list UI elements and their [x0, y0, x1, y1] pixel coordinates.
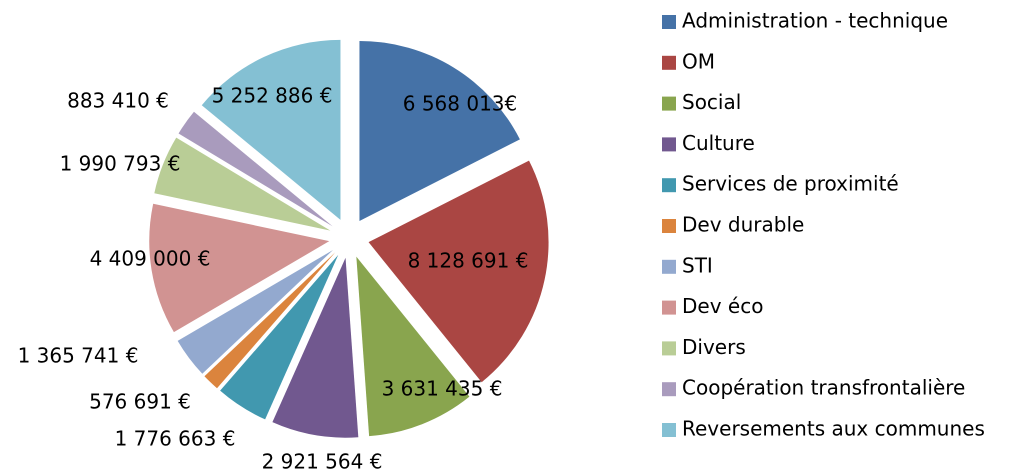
legend-label: Social [682, 90, 741, 114]
data-label: 1 365 741 € [18, 344, 139, 368]
data-label: 576 691 € [89, 390, 191, 414]
data-label: 1 776 663 € [115, 427, 236, 451]
legend-label: STI [682, 253, 713, 277]
legend-swatch [662, 55, 676, 70]
legend-swatch [662, 382, 676, 397]
legend-swatch [662, 423, 676, 437]
pie-slice [149, 203, 330, 333]
data-label: 2 921 564 € [262, 450, 383, 473]
pie-slice [177, 250, 334, 374]
data-label: 6 568 013€ [403, 92, 518, 116]
pie-slice [201, 39, 341, 220]
pie-slice [220, 254, 339, 420]
data-label: 883 410 € [67, 89, 169, 113]
pie-slice [154, 137, 331, 231]
data-label: 4 409 000 € [90, 247, 211, 271]
pie-slice [178, 111, 333, 227]
data-label: 3 631 435 € [382, 377, 503, 401]
pie-slice [272, 257, 359, 438]
legend-label: OM [682, 49, 715, 73]
legend-swatch [662, 300, 676, 315]
data-label: 1 990 793 € [60, 152, 181, 176]
legend-swatch [662, 341, 676, 356]
legend-label: Reversements aux communes [682, 417, 985, 441]
legend-label: Divers [682, 335, 746, 359]
legend-label: Culture [682, 131, 755, 155]
legend-swatch [662, 96, 676, 111]
legend-swatch [662, 137, 676, 152]
legend-label: Dev éco [682, 294, 763, 318]
pie-slice [368, 160, 549, 383]
pie-slice [359, 40, 520, 221]
data-label: 5 252 886 € [212, 84, 333, 108]
pie-slice [356, 256, 470, 437]
legend-label: Dev durable [682, 213, 804, 237]
legend-label: Coopération transfrontalière [682, 376, 965, 400]
legend-swatch [662, 219, 676, 233]
legend-swatch [662, 259, 676, 274]
data-label: 8 128 691 € [408, 249, 529, 273]
legend-label: Administration - technique [682, 9, 948, 33]
legend-swatch [662, 178, 676, 193]
pie-slice [204, 252, 336, 389]
legend-swatch [662, 15, 676, 29]
legend-label: Services de proximité [682, 172, 899, 196]
